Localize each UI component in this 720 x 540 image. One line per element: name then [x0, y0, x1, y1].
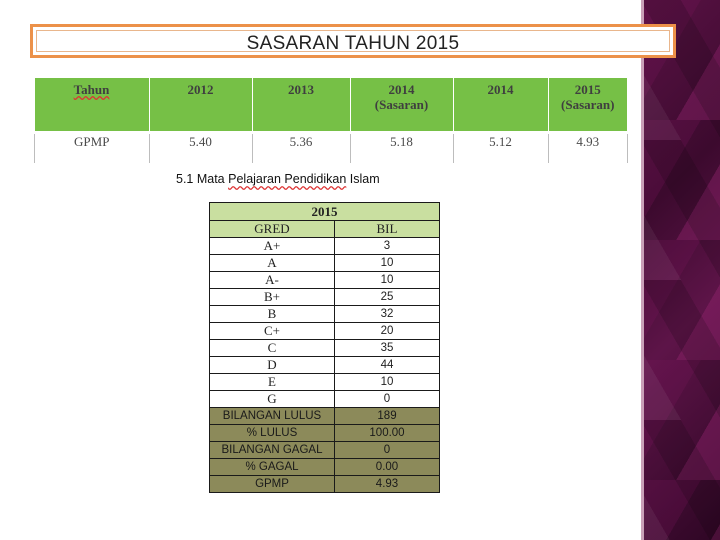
grade-label: A	[209, 254, 335, 272]
grade-row: D 44	[209, 356, 440, 374]
grade-label: B	[209, 305, 335, 323]
gpmp-header-line2: (Sasaran)	[561, 97, 615, 112]
grade-count: 10	[334, 271, 440, 289]
gpmp-table: Tahun 2012 2013 2014 (Sasaran) 2014 2015(…	[34, 78, 628, 163]
grade-row: B+ 25	[209, 288, 440, 306]
gpmp-data-row: GPMP 5.40 5.36 5.18 5.12 4.93	[34, 134, 628, 163]
grade-row: A- 10	[209, 271, 440, 289]
grade-row: B 32	[209, 305, 440, 323]
gpmp-separator-row	[34, 131, 628, 134]
grade-row: A 10	[209, 254, 440, 272]
grade-count: 10	[334, 373, 440, 391]
summary-row: % LULUS 100.00	[209, 424, 440, 442]
grade-row: E 10	[209, 373, 440, 391]
section-caption: 5.1 Mata Pelajaran Pendidikan Islam	[176, 172, 380, 186]
gpmp-header-line1: 2014	[388, 82, 415, 97]
grade-row: C 35	[209, 339, 440, 357]
title-box-inner-border	[36, 30, 670, 52]
gred-header: GRED	[209, 220, 335, 238]
gpmp-separator	[34, 131, 628, 134]
grade-table: 2015 GRED BIL A+ 3 A 10 A- 10 B+ 25 B 32 C+ 20…	[209, 202, 440, 493]
summary-value: 189	[334, 407, 440, 425]
summary-row: % GAGAL 0.00	[209, 458, 440, 476]
grade-count: 35	[334, 339, 440, 357]
grade-label: E	[209, 373, 335, 391]
grade-label: B+	[209, 288, 335, 306]
gpmp-cell: 5.12	[453, 134, 549, 163]
gpmp-cell: GPMP	[34, 134, 150, 163]
page-title: SASARAN TAHUN 2015	[246, 33, 460, 54]
gpmp-header-line1: 2012	[187, 82, 214, 97]
gpmp-cell: 4.93	[548, 134, 628, 163]
summary-row: BILANGAN GAGAL 0	[209, 441, 440, 459]
summary-label: BILANGAN LULUS	[209, 407, 335, 425]
grade-year: 2015	[209, 202, 440, 221]
gpmp-cell: 5.40	[149, 134, 253, 163]
summary-label: GPMP	[209, 475, 335, 493]
gpmp-header-cell: 2012	[149, 78, 253, 131]
gpmp-header-line1: Tahun	[73, 82, 110, 97]
summary-value: 100.00	[334, 424, 440, 442]
caption-suffix: Islam	[346, 172, 380, 186]
decorative-side-band	[641, 0, 720, 540]
grade-row: C+ 20	[209, 322, 440, 340]
gpmp-cell: 5.18	[350, 134, 454, 163]
summary-row: GPMP 4.93	[209, 475, 440, 493]
gpmp-header-cell: 2014	[453, 78, 549, 131]
summary-value: 0	[334, 441, 440, 459]
grade-label: D	[209, 356, 335, 374]
gpmp-header-line2: (Sasaran)	[374, 97, 429, 112]
gpmp-header-line1: 2015	[574, 82, 601, 97]
grade-header-row: GRED BIL	[209, 220, 440, 238]
gpmp-header-cell: Tahun	[34, 78, 150, 131]
summary-label: % GAGAL	[209, 458, 335, 476]
grade-row: A+ 3	[209, 237, 440, 255]
grade-count: 44	[334, 356, 440, 374]
grade-count: 10	[334, 254, 440, 272]
gpmp-header-cell: 2013	[252, 78, 351, 131]
grade-count: 3	[334, 237, 440, 255]
caption-subject: Pelajaran Pendidikan	[228, 172, 347, 186]
gpmp-header-row: Tahun 2012 2013 2014 (Sasaran) 2014 2015(…	[34, 78, 628, 131]
caption-prefix: 5.1 Mata	[176, 172, 229, 186]
grade-count: 32	[334, 305, 440, 323]
grade-count: 20	[334, 322, 440, 340]
grade-year-row: 2015	[209, 202, 440, 221]
gpmp-cell: 5.36	[252, 134, 351, 163]
summary-value: 0.00	[334, 458, 440, 476]
title-box: SASARAN TAHUN 2015	[30, 24, 676, 58]
grade-label: C	[209, 339, 335, 357]
summary-row: BILANGAN LULUS 189	[209, 407, 440, 425]
grade-label: A+	[209, 237, 335, 255]
gpmp-header-cell: 2015 (Sasaran)	[548, 78, 628, 131]
grade-count: 25	[334, 288, 440, 306]
grade-count: 0	[334, 390, 440, 408]
gpmp-header-line1: 2014	[487, 82, 514, 97]
grade-label: A-	[209, 271, 335, 289]
grade-label: G	[209, 390, 335, 408]
gpmp-header-line1: 2013	[288, 82, 314, 97]
summary-value: 4.93	[334, 475, 440, 493]
gpmp-header-cell: 2014 (Sasaran)	[350, 78, 454, 131]
summary-label: BILANGAN GAGAL	[209, 441, 335, 459]
bil-header: BIL	[334, 220, 440, 238]
grade-label: C+	[209, 322, 335, 340]
summary-label: % LULUS	[209, 424, 335, 442]
side-band-divider	[641, 0, 644, 540]
